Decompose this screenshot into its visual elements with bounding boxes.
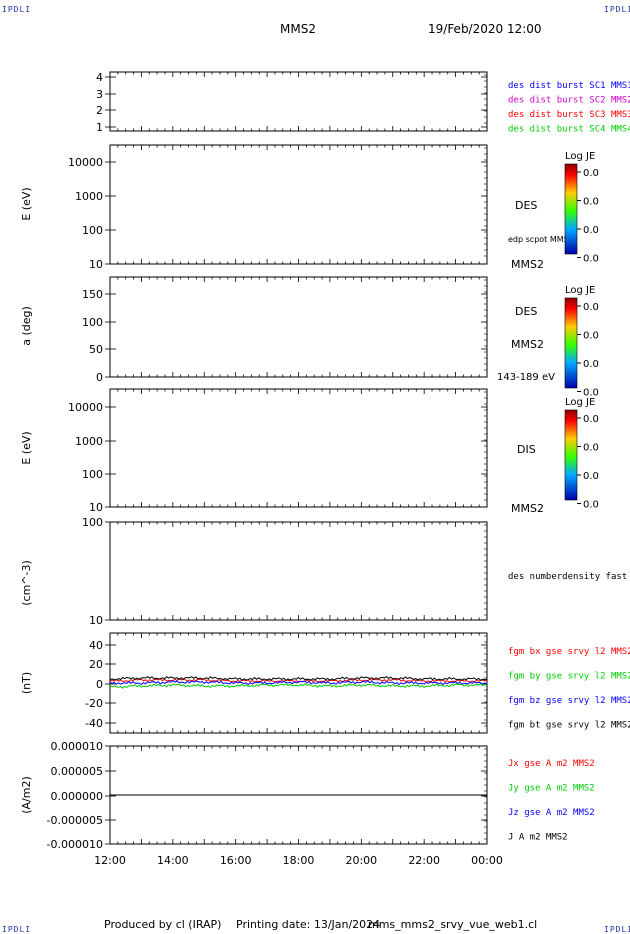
panel-label: DIS	[517, 443, 536, 456]
y-tick-label: -0.000005	[47, 814, 103, 827]
colorbar-tick-label: 0.0	[583, 414, 599, 425]
y-tick-label: 1	[96, 121, 103, 134]
y-tick-label: 20	[89, 658, 103, 671]
panel-label: MMS2	[511, 502, 544, 515]
colorbar-tick-label: 0.0	[583, 197, 599, 208]
y-axis-label: E (eV)	[20, 431, 33, 464]
panel-label: DES	[515, 199, 537, 212]
y-tick-label: 0	[96, 678, 103, 691]
colorbar-tick-label: 0.0	[583, 225, 599, 236]
x-tick-label: 00:00	[471, 854, 503, 867]
panel-frame-des-pitch	[109, 276, 488, 378]
colorbar-title: Log JE	[565, 285, 595, 296]
colorbar	[564, 409, 578, 501]
y-tick-label: 0.000000	[51, 790, 104, 803]
colorbar-tick-label: 0.0	[583, 500, 599, 511]
colorbar-tick-label: 0.0	[583, 388, 599, 399]
legend-entry: des dist burst SC3 MMS3	[508, 110, 630, 120]
legend-entry: fgm bx gse srvy l2 MMS2	[508, 647, 630, 657]
panel-label: MMS2	[511, 338, 544, 351]
y-tick-label: -20	[85, 697, 103, 710]
spacecraft-title: MMS2	[280, 22, 316, 36]
corner-mark-top-right: IPDLI	[604, 5, 630, 14]
y-tick-label: 4	[96, 71, 103, 84]
legend-entry: des dist burst SC2 MMS2	[508, 96, 630, 106]
x-tick-label: 20:00	[345, 854, 377, 867]
y-tick-label: 0.000010	[51, 740, 104, 753]
footer-printing-date: Printing date: 13/Jan/2024	[236, 918, 381, 931]
y-tick-label: 10	[89, 614, 103, 627]
x-tick-label: 22:00	[408, 854, 440, 867]
y-axis-label: (A/m2)	[20, 776, 33, 814]
y-axis-label: (cm^-3)	[20, 560, 33, 606]
colorbar	[564, 163, 578, 255]
y-tick-label: 10	[89, 258, 103, 271]
panel-label: edp scpot MMS2	[508, 235, 574, 244]
colorbar-tick-label: 0.0	[583, 471, 599, 482]
series-line-1	[109, 682, 488, 689]
footer-filename: mms_mms2_srvy_vue_web1.cl	[368, 918, 538, 931]
y-tick-label: -40	[85, 717, 103, 730]
colorbar	[564, 297, 578, 389]
colorbar-tick-label: 0.0	[583, 443, 599, 454]
legend-entry: des dist burst SC1 MMS1	[508, 81, 630, 91]
x-tick-label: 12:00	[94, 854, 126, 867]
panel-label: 143-189 eV	[497, 372, 555, 383]
panel-label: DES	[515, 305, 537, 318]
colorbar-title: Log JE	[565, 397, 595, 408]
y-tick-label: 1000	[75, 190, 103, 203]
footer-produced: Produced by cl (IRAP)	[104, 918, 222, 931]
legend-entry: Jx gse A m2 MMS2	[508, 759, 595, 769]
y-tick-label: 1000	[75, 435, 103, 448]
y-tick-label: 2	[96, 104, 103, 117]
y-tick-label: 40	[89, 639, 103, 652]
y-tick-label: 10	[89, 501, 103, 514]
panel-frame-des-dist-burst	[109, 71, 488, 132]
y-tick-label: 3	[96, 88, 103, 101]
y-tick-label: 100	[82, 468, 103, 481]
y-axis-label: (nT)	[20, 672, 33, 694]
corner-mark-bottom-left: IPDLI	[2, 925, 32, 934]
panel-label: MMS2	[511, 258, 544, 271]
y-tick-label: 150	[82, 288, 103, 301]
colorbar-tick-label: 0.0	[583, 359, 599, 370]
y-tick-label: 100	[82, 516, 103, 529]
y-axis-label: a (deg)	[20, 306, 33, 346]
legend-entry: fgm bz gse srvy l2 MMS2	[508, 696, 630, 706]
y-tick-label: 100	[82, 224, 103, 237]
x-tick-label: 14:00	[157, 854, 189, 867]
legend-entry: des dist burst SC4 MMS4	[508, 125, 630, 135]
y-tick-label: 10000	[68, 401, 103, 414]
colorbar-tick-label: 0.0	[583, 331, 599, 342]
panel-frame-des-energy	[109, 144, 488, 265]
y-tick-label: 0.000005	[51, 765, 104, 778]
corner-mark-bottom-right: IPDLI	[604, 925, 630, 934]
legend-entry: J A m2 MMS2	[508, 833, 568, 843]
y-tick-label: 50	[89, 343, 103, 356]
x-tick-label: 18:00	[283, 854, 315, 867]
legend-entry: Jz gse A m2 MMS2	[508, 808, 595, 818]
legend-entry: fgm bt gse srvy l2 MMS2	[508, 721, 630, 731]
legend-entry: fgm by gse srvy l2 MMS2	[508, 672, 630, 682]
legend-entry: Jy gse A m2 MMS2	[508, 784, 595, 794]
y-tick-label: 100	[82, 316, 103, 329]
date-title: 19/Feb/2020 12:00	[428, 22, 542, 36]
y-tick-label: 10000	[68, 156, 103, 169]
series-line-3	[109, 675, 488, 682]
y-axis-label: E (eV)	[20, 187, 33, 220]
colorbar-title: Log JE	[565, 151, 595, 162]
colorbar-tick-label: 0.0	[583, 168, 599, 179]
y-tick-label: 0	[96, 371, 103, 384]
x-tick-label: 16:00	[220, 854, 252, 867]
series-line-2	[109, 679, 488, 686]
panel-frame-dis-energy	[109, 388, 488, 508]
corner-mark-top-left: IPDLI	[2, 5, 32, 14]
y-tick-label: -0.000010	[47, 838, 103, 851]
colorbar-tick-label: 0.0	[583, 302, 599, 313]
colorbar-tick-label: 0.0	[583, 254, 599, 265]
legend-entry: des numberdensity fast M	[508, 572, 630, 582]
panel-frame-density	[109, 521, 488, 621]
